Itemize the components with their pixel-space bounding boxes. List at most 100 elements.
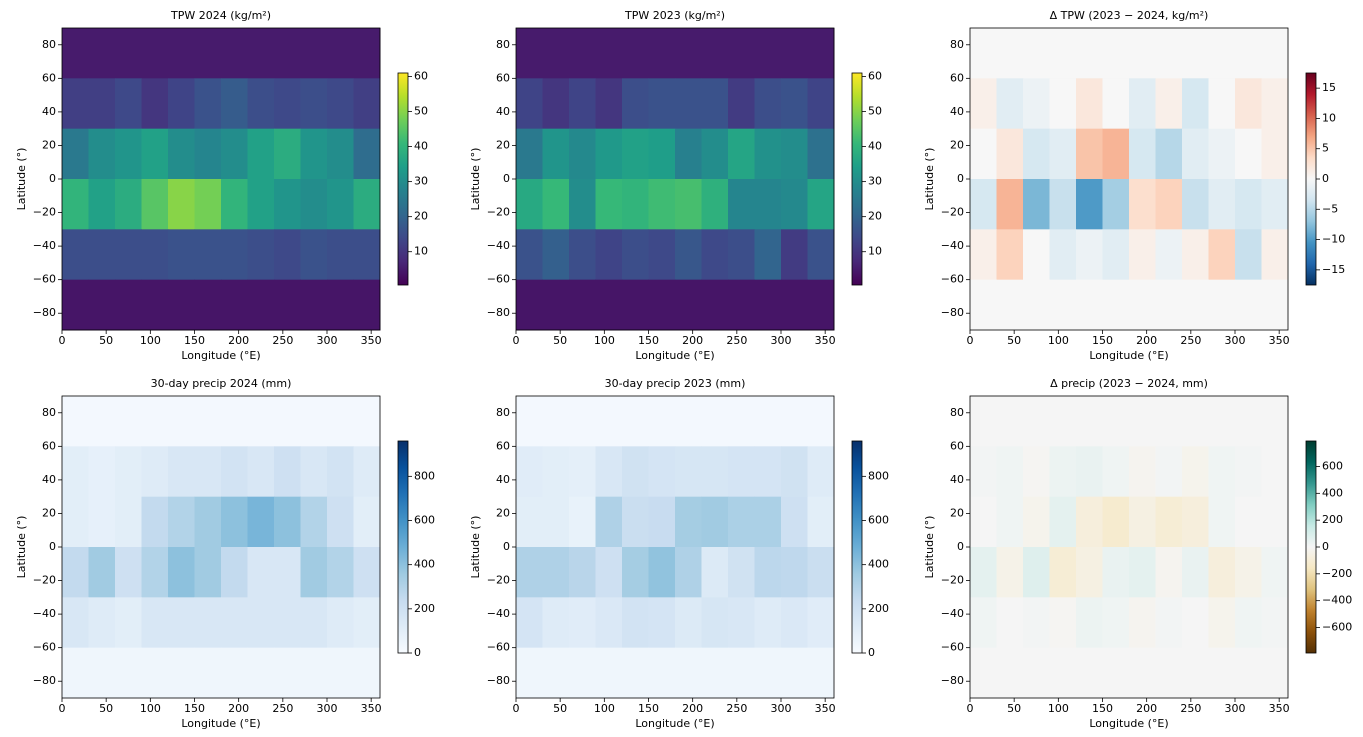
heat-cell <box>595 496 623 548</box>
y-tick-label: −20 <box>941 206 964 219</box>
colorbar-tick-label: 20 <box>868 210 882 223</box>
heat-cell <box>327 229 354 281</box>
x-tick-label: 200 <box>1136 702 1157 715</box>
heat-cell <box>622 179 649 230</box>
heat-cell <box>542 279 570 331</box>
heat-cell <box>542 547 570 598</box>
heat-cell <box>622 396 649 447</box>
heat-cell <box>1076 179 1103 230</box>
heat-cell <box>353 647 381 699</box>
heat-cell <box>247 496 275 548</box>
colorbar-tick-label: 800 <box>414 469 435 482</box>
heat-cell <box>781 647 808 699</box>
heat-cell <box>754 647 782 699</box>
x-tick-label: 300 <box>1225 702 1246 715</box>
heat-cell <box>728 279 755 331</box>
heat-cell <box>1182 496 1209 548</box>
heat-cell <box>1182 179 1209 230</box>
heat-cell <box>194 179 222 230</box>
heat-cell <box>1261 647 1289 699</box>
heat-cell <box>353 78 381 130</box>
heat-cell <box>970 128 997 180</box>
heat-cell <box>1023 28 1050 79</box>
heat-cell <box>622 547 649 598</box>
heat-cell <box>300 279 328 331</box>
y-tick-label: −80 <box>33 306 56 319</box>
heat-cell <box>970 229 997 281</box>
heat-cell <box>1261 28 1289 79</box>
x-tick-label: 200 <box>682 702 703 715</box>
y-axis-label: Latitude (°) <box>923 148 936 211</box>
heat-cell <box>569 647 596 699</box>
x-tick-label: 50 <box>553 334 567 347</box>
heat-cell <box>1155 446 1183 498</box>
colorbar-tick-label: −600 <box>1322 621 1352 634</box>
heat-cell <box>754 179 782 230</box>
panel-title: 30-day precip 2023 (mm) <box>605 377 746 390</box>
heat-cell <box>274 28 301 79</box>
y-tick-label: 60 <box>496 71 510 84</box>
heat-cell <box>353 179 381 230</box>
heat-cell <box>1208 396 1236 447</box>
heat-cell <box>1023 179 1050 230</box>
y-tick-label: −40 <box>941 239 964 252</box>
y-tick-label: 0 <box>503 540 510 553</box>
x-axis-label: Longitude (°E) <box>635 717 714 730</box>
heat-cell <box>1208 279 1236 331</box>
heat-cell <box>1129 179 1156 230</box>
heat-cell <box>622 78 649 130</box>
heat-cell <box>141 229 169 281</box>
heat-cell <box>221 446 248 498</box>
heat-cell <box>1155 279 1183 331</box>
heat-cell <box>194 78 222 130</box>
heat-cell <box>1261 279 1289 331</box>
heat-cell <box>648 496 676 548</box>
heat-cell <box>247 279 275 331</box>
heat-cell <box>970 279 997 331</box>
colorbar-tick-label: 40 <box>414 140 428 153</box>
heat-cell <box>168 128 195 180</box>
heat-cell <box>516 229 543 281</box>
x-tick-label: 200 <box>228 702 249 715</box>
heat-cell <box>970 597 997 649</box>
heat-cell <box>141 647 169 699</box>
heat-cell <box>569 496 596 548</box>
heat-cell <box>996 647 1024 699</box>
y-tick-label: 60 <box>950 439 964 452</box>
heat-cell <box>1235 446 1262 498</box>
heat-cell <box>274 229 301 281</box>
heat-cell <box>194 496 222 548</box>
heat-cell <box>274 179 301 230</box>
heat-cell <box>327 128 354 180</box>
colorbar-tick-label: 200 <box>414 602 435 615</box>
heat-cell <box>728 28 755 79</box>
heat-cell <box>327 547 354 598</box>
heat-cell <box>88 396 116 447</box>
y-tick-label: 80 <box>496 38 510 51</box>
x-tick-label: 250 <box>272 334 293 347</box>
heat-cell <box>701 597 729 649</box>
heat-cell <box>728 396 755 447</box>
heat-cell <box>274 396 301 447</box>
heat-cell <box>1023 547 1050 598</box>
heat-cell <box>781 496 808 548</box>
heat-cell <box>62 496 89 548</box>
x-tick-label: 250 <box>726 702 747 715</box>
heat-cell <box>648 229 676 281</box>
heat-cell <box>247 647 275 699</box>
heat-cell <box>648 279 676 331</box>
heat-cell <box>728 647 755 699</box>
heat-cell <box>1023 496 1050 548</box>
x-tick-label: 0 <box>59 334 66 347</box>
heat-cell <box>1023 229 1050 281</box>
heat-cell <box>542 396 570 447</box>
heat-cell <box>622 496 649 548</box>
heat-cell <box>1208 547 1236 598</box>
heat-cell <box>168 229 195 281</box>
heat-cell <box>701 78 729 130</box>
heat-cell <box>754 597 782 649</box>
heat-cell <box>1235 647 1262 699</box>
heat-cell <box>168 647 195 699</box>
heat-cell <box>569 597 596 649</box>
heat-cell <box>516 179 543 230</box>
